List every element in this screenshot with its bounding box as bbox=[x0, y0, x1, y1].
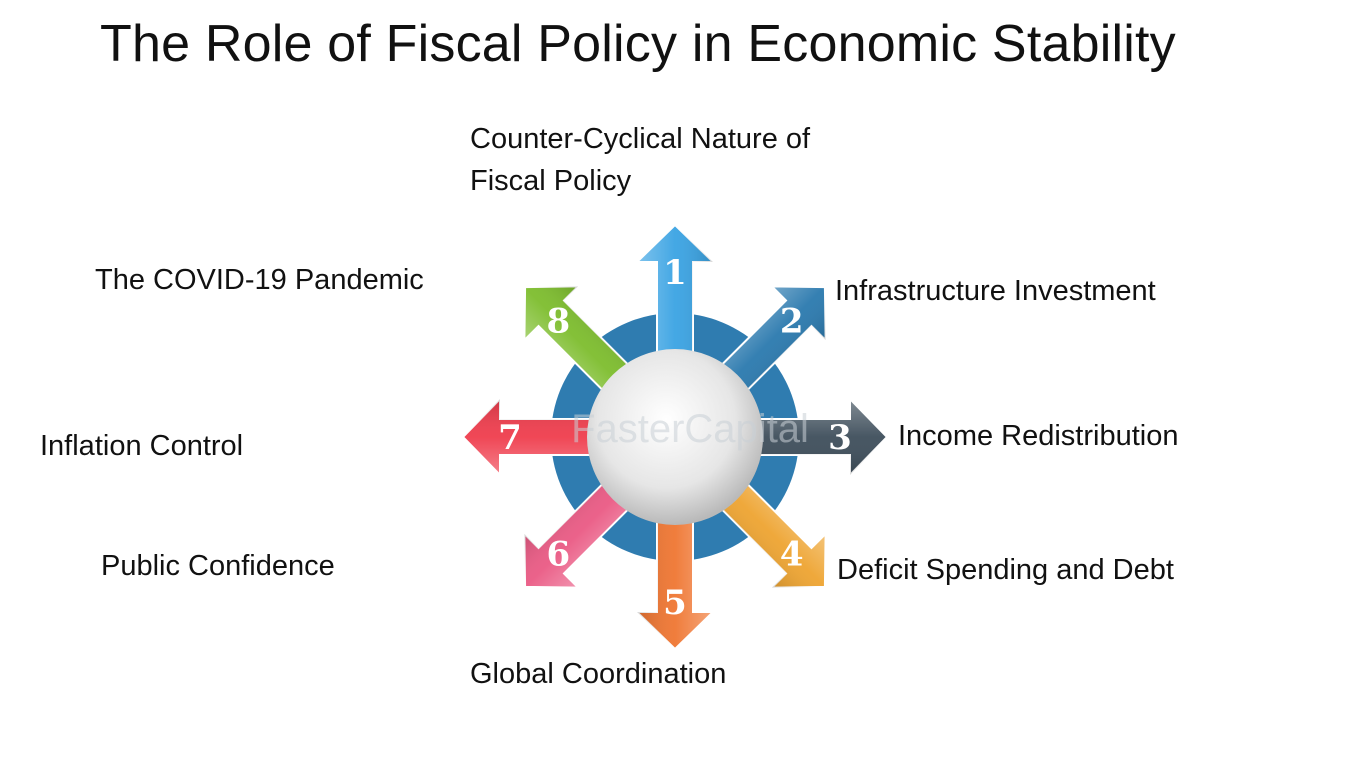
arrow-4 bbox=[713, 475, 827, 589]
arrow-number-2: 2 bbox=[780, 301, 804, 341]
arrow-number-8: 8 bbox=[546, 301, 570, 341]
arrow-number-6: 6 bbox=[546, 535, 570, 575]
item-label-8-line1: The COVID-19 Pandemic bbox=[95, 264, 424, 296]
watermark-text: FasterCapital bbox=[571, 407, 809, 451]
arrow-2 bbox=[713, 285, 827, 399]
arrow-number-5: 5 bbox=[663, 583, 687, 623]
item-label-2-line1: Infrastructure Investment bbox=[835, 275, 1156, 307]
arrow-number-7: 7 bbox=[498, 418, 522, 458]
arrow-8 bbox=[523, 285, 637, 399]
item-label-7: Inflation Control bbox=[40, 425, 243, 467]
item-label-3-line1: Income Redistribution bbox=[898, 420, 1179, 452]
item-label-4: Deficit Spending and Debt bbox=[837, 549, 1174, 591]
arrow-5 bbox=[634, 511, 716, 651]
item-label-5-line1: Global Coordination bbox=[470, 658, 727, 690]
item-label-1: Counter-Cyclical Nature of Fiscal Policy bbox=[470, 118, 810, 202]
arrow-3 bbox=[749, 396, 889, 478]
item-label-1-line1: Counter-Cyclical Nature of bbox=[470, 123, 811, 155]
arrow-number-4: 4 bbox=[780, 535, 804, 575]
item-label-6: Public Confidence bbox=[101, 545, 335, 587]
page-title: The Role of Fiscal Policy in Economic St… bbox=[100, 15, 1176, 73]
arrow-7 bbox=[461, 396, 601, 478]
arrow-1 bbox=[634, 223, 716, 363]
item-label-7-line1: Inflation Control bbox=[40, 430, 244, 462]
arrow-number-3: 3 bbox=[828, 418, 852, 458]
item-label-3: Income Redistribution bbox=[898, 415, 1178, 457]
item-label-2: Infrastructure Investment bbox=[835, 270, 1156, 312]
item-label-4-line1: Deficit Spending and Debt bbox=[837, 554, 1174, 586]
item-label-1-line2: Fiscal Policy bbox=[470, 165, 632, 197]
item-label-5: Global Coordination bbox=[470, 653, 726, 695]
item-label-8: The COVID-19 Pandemic bbox=[95, 259, 424, 301]
item-label-6-line1: Public Confidence bbox=[101, 550, 335, 582]
arrow-number-1: 1 bbox=[663, 253, 687, 293]
arrow-6 bbox=[523, 475, 637, 589]
center-hub bbox=[587, 349, 763, 525]
